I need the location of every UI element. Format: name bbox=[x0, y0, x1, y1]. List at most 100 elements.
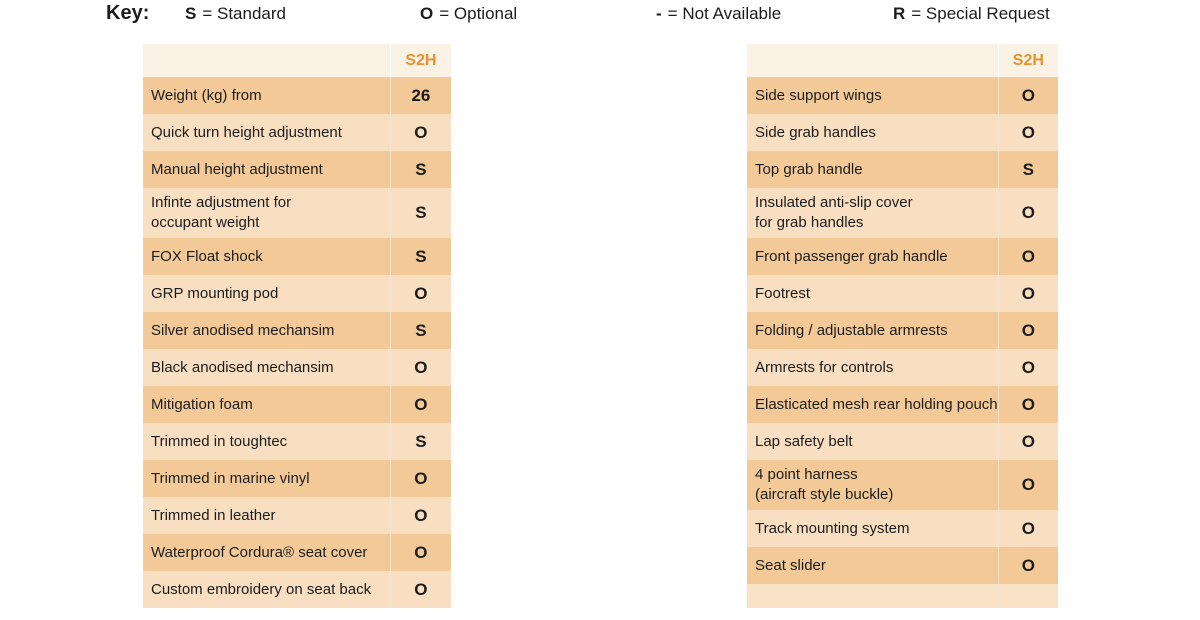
table-row: Manual height adjustment S bbox=[143, 151, 451, 188]
availability-value: O bbox=[997, 460, 1058, 510]
feature-label: Trimmed in marine vinyl bbox=[143, 460, 391, 497]
feature-text: Trimmed in marine vinyl bbox=[151, 469, 310, 487]
feature-label: Side grab handles bbox=[747, 114, 999, 151]
availability-value: O bbox=[389, 275, 451, 312]
feature-label: Folding / adjustable armrests bbox=[747, 312, 999, 349]
table-row: Top grab handle S bbox=[747, 151, 1058, 188]
table-row: Black anodised mechansim O bbox=[143, 349, 451, 386]
key-text: = Standard bbox=[202, 4, 286, 23]
table-row: GRP mounting pod O bbox=[143, 275, 451, 312]
table-row: Trimmed in leather O bbox=[143, 497, 451, 534]
availability-value: S bbox=[389, 188, 451, 238]
feature-text: Seat slider bbox=[755, 556, 826, 574]
table-row: Waterproof Cordura® seat cover O bbox=[143, 534, 451, 571]
key-text: = Optional bbox=[439, 4, 518, 23]
availability-value: S bbox=[997, 151, 1058, 188]
availability-value: O bbox=[997, 275, 1058, 312]
table-row: Seat slider O bbox=[747, 547, 1058, 584]
table-header-row: S2H bbox=[747, 44, 1058, 77]
feature-label: Insulated anti-slip cover for grab handle… bbox=[747, 188, 999, 238]
feature-text: Side support wings bbox=[755, 86, 882, 104]
table-row: Quick turn height adjustment O bbox=[143, 114, 451, 151]
table-row: Footrest O bbox=[747, 275, 1058, 312]
feature-text: Infinte adjustment for bbox=[151, 194, 292, 211]
key-text: = Special Request bbox=[911, 4, 1050, 23]
availability-value: O bbox=[997, 188, 1058, 238]
feature-text: Top grab handle bbox=[755, 160, 863, 178]
table-row: Armrests for controls O bbox=[747, 349, 1058, 386]
feature-label: Infinte adjustment for occupant weight bbox=[143, 188, 391, 238]
table-row: Trimmed in toughtec S bbox=[143, 423, 451, 460]
availability-value: O bbox=[389, 571, 451, 608]
availability-value: O bbox=[997, 386, 1058, 423]
feature-text-line2: (aircraft style buckle) bbox=[755, 486, 894, 503]
feature-text: Track mounting system bbox=[755, 519, 910, 537]
feature-text: Black anodised mechansim bbox=[151, 358, 334, 376]
feature-label: Silver anodised mechansim bbox=[143, 312, 391, 349]
table-row: Silver anodised mechansim S bbox=[143, 312, 451, 349]
feature-label: 4 point harness (aircraft style buckle) bbox=[747, 460, 999, 510]
feature-text-line2: occupant weight bbox=[151, 214, 260, 231]
table-row: Side grab handles O bbox=[747, 114, 1058, 151]
availability-value: O bbox=[997, 423, 1058, 460]
feature-label: Lap safety belt bbox=[747, 423, 999, 460]
feature-text: Lap safety belt bbox=[755, 432, 853, 450]
feature-label: Custom embroidery on seat back bbox=[143, 571, 391, 608]
availability-value: O bbox=[997, 547, 1058, 584]
header-blank-cell bbox=[143, 44, 391, 77]
feature-text: FOX Float shock bbox=[151, 247, 263, 265]
feature-text: Trimmed in leather bbox=[151, 506, 276, 524]
key-item-special-request: R = Special Request bbox=[893, 4, 1050, 24]
table-row: FOX Float shock S bbox=[143, 238, 451, 275]
availability-value: O bbox=[997, 77, 1058, 114]
table-row: 4 point harness (aircraft style buckle) O bbox=[747, 460, 1058, 510]
availability-value: O bbox=[389, 460, 451, 497]
feature-label: Top grab handle bbox=[747, 151, 999, 188]
key-item-optional: O = Optional bbox=[420, 4, 517, 24]
feature-label: Black anodised mechansim bbox=[143, 349, 391, 386]
feature-text: Custom embroidery on seat back bbox=[151, 580, 372, 598]
feature-text: Footrest bbox=[755, 284, 811, 302]
column-header-s2h: S2H bbox=[997, 44, 1058, 77]
availability-value: O bbox=[997, 238, 1058, 275]
table-row: Custom embroidery on seat back O bbox=[143, 571, 451, 608]
key-title: Key: bbox=[106, 2, 150, 24]
spec-table-right: S2H Side support wings O Side grab handles… bbox=[747, 44, 1058, 608]
feature-text: Silver anodised mechansim bbox=[151, 321, 335, 339]
feature-label: FOX Float shock bbox=[143, 238, 391, 275]
table-row: Insulated anti-slip cover for grab handle… bbox=[747, 188, 1058, 238]
feature-label: GRP mounting pod bbox=[143, 275, 391, 312]
table-row: Side support wings O bbox=[747, 77, 1058, 114]
availability-value: O bbox=[997, 349, 1058, 386]
availability-value: S bbox=[389, 312, 451, 349]
key-symbol: O bbox=[420, 4, 434, 23]
feature-label: Trimmed in toughtec bbox=[143, 423, 391, 460]
empty-cell bbox=[997, 584, 1058, 608]
availability-value: S bbox=[389, 238, 451, 275]
feature-text: Folding / adjustable armrests bbox=[755, 321, 948, 339]
feature-label: Mitigation foam bbox=[143, 386, 391, 423]
feature-label: Footrest bbox=[747, 275, 999, 312]
key-legend: Key: S = Standard O = Optional - = Not Avai… bbox=[0, 0, 1200, 30]
table-row: Folding / adjustable armrests O bbox=[747, 312, 1058, 349]
table-row: Front passenger grab handle O bbox=[747, 238, 1058, 275]
column-header-s2h: S2H bbox=[389, 44, 451, 77]
availability-value: O bbox=[997, 312, 1058, 349]
feature-text: Elasticated mesh rear holding pouch bbox=[755, 395, 998, 413]
table-row: Infinte adjustment for occupant weight S bbox=[143, 188, 451, 238]
availability-value: S bbox=[389, 423, 451, 460]
availability-value: 26 bbox=[389, 77, 451, 114]
feature-label: Manual height adjustment bbox=[143, 151, 391, 188]
feature-label: Quick turn height adjustment bbox=[143, 114, 391, 151]
feature-label: Side support wings bbox=[747, 77, 999, 114]
feature-text: Armrests for controls bbox=[755, 358, 894, 376]
table-row: Lap safety belt O bbox=[747, 423, 1058, 460]
key-symbol: - bbox=[656, 4, 662, 23]
feature-label: Seat slider bbox=[747, 547, 999, 584]
feature-text: Quick turn height adjustment bbox=[151, 123, 342, 141]
feature-label: Armrests for controls bbox=[747, 349, 999, 386]
key-text: = Not Available bbox=[667, 4, 782, 23]
feature-text: Mitigation foam bbox=[151, 395, 253, 413]
feature-text: Manual height adjustment bbox=[151, 160, 323, 178]
feature-label: Track mounting system bbox=[747, 510, 999, 547]
